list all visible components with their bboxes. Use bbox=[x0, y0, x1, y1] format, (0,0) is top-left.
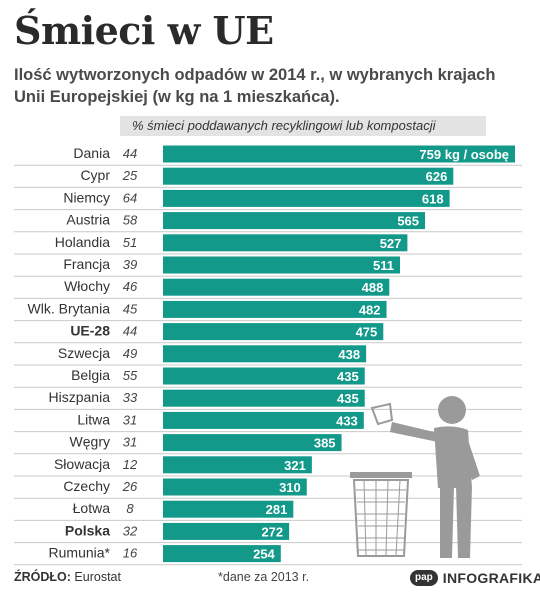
recycling-percent-label: 44 bbox=[123, 146, 137, 161]
bar-value-label: 385 bbox=[314, 436, 336, 451]
bar bbox=[163, 522, 290, 540]
bar-value-label: 433 bbox=[336, 413, 358, 428]
recycling-percent-label: 45 bbox=[123, 301, 138, 316]
trash-bin-icon bbox=[350, 472, 412, 557]
category-label: Rumunia* bbox=[49, 545, 111, 561]
category-label: Włochy bbox=[64, 278, 110, 294]
bar bbox=[163, 234, 408, 252]
bar-value-label: 626 bbox=[426, 169, 448, 184]
person-throwing-trash-icon bbox=[350, 396, 480, 558]
category-label: Szwecja bbox=[58, 345, 110, 361]
bar-value-label: 565 bbox=[397, 214, 419, 229]
bar bbox=[163, 389, 365, 407]
bar-value-label: 759 kg / osobę bbox=[419, 147, 509, 162]
bar bbox=[163, 500, 294, 518]
category-label: Dania bbox=[73, 145, 110, 161]
recycling-percent-label: 64 bbox=[123, 190, 137, 205]
recycling-percent-label: 58 bbox=[123, 213, 138, 228]
recycling-percent-label: 32 bbox=[123, 523, 138, 538]
bar-value-label: 321 bbox=[284, 458, 306, 473]
footnote: *dane za 2013 r. bbox=[218, 570, 310, 584]
bar-value-label: 310 bbox=[279, 480, 301, 495]
bar-value-label: 438 bbox=[338, 347, 360, 362]
category-label: Łotwa bbox=[73, 500, 111, 516]
bar bbox=[163, 145, 515, 163]
recycling-percent-label: 55 bbox=[123, 368, 138, 383]
source-value: Eurostat bbox=[74, 570, 121, 584]
category-label: Czechy bbox=[63, 478, 110, 494]
category-label: Niemcy bbox=[63, 189, 110, 205]
bar bbox=[163, 256, 400, 274]
recycling-percent-label: 31 bbox=[123, 412, 137, 427]
recycling-percent-label: 33 bbox=[123, 390, 138, 405]
recycling-percent-label: 16 bbox=[123, 546, 138, 561]
bar bbox=[163, 478, 307, 496]
category-label: Hiszpania bbox=[49, 389, 111, 405]
pap-logo: pap bbox=[410, 570, 438, 586]
category-label: Holandia bbox=[55, 234, 110, 250]
bar-value-label: 475 bbox=[356, 325, 378, 340]
bar bbox=[163, 434, 342, 452]
bar bbox=[163, 545, 281, 563]
category-label: Litwa bbox=[77, 411, 110, 427]
bar bbox=[163, 278, 390, 296]
bar-value-label: 511 bbox=[373, 258, 394, 273]
category-label: Polska bbox=[65, 522, 110, 538]
bar-value-label: 482 bbox=[359, 302, 381, 317]
bar-value-label: 618 bbox=[422, 191, 444, 206]
category-label: Węgry bbox=[70, 434, 110, 450]
recycling-percent-label: 25 bbox=[122, 168, 138, 183]
brand-label: INFOGRAFIKA bbox=[442, 570, 540, 586]
bar-value-label: 435 bbox=[337, 391, 359, 406]
bar-value-label: 254 bbox=[253, 547, 275, 562]
bar-value-label: 272 bbox=[261, 524, 283, 539]
recycling-percent-label: 46 bbox=[123, 279, 138, 294]
category-label: UE-28 bbox=[70, 323, 110, 339]
bar-value-label: 488 bbox=[362, 280, 384, 295]
brand: pap INFOGRAFIKA bbox=[410, 568, 540, 588]
recycling-percent-label: 39 bbox=[123, 257, 137, 272]
category-label: Austria bbox=[66, 212, 110, 228]
category-label: Belgia bbox=[71, 367, 110, 383]
recycling-percent-label: 12 bbox=[123, 457, 138, 472]
recycling-percent-label: 51 bbox=[123, 235, 137, 250]
bar bbox=[163, 367, 365, 385]
bar bbox=[163, 323, 384, 341]
bar bbox=[163, 345, 367, 363]
bar-value-label: 435 bbox=[337, 369, 359, 384]
source-label: ŹRÓDŁO: bbox=[14, 570, 71, 584]
bar-value-label: 527 bbox=[380, 236, 402, 251]
source-note: ŹRÓDŁO: Eurostat bbox=[14, 570, 121, 584]
category-label: Francja bbox=[63, 256, 110, 272]
category-label: Wlk. Brytania bbox=[28, 300, 111, 316]
bar bbox=[163, 167, 454, 185]
recycling-percent-label: 31 bbox=[123, 435, 137, 450]
recycling-percent-label: 49 bbox=[123, 346, 137, 361]
bar bbox=[163, 212, 426, 230]
bar bbox=[163, 189, 450, 207]
category-label: Słowacja bbox=[54, 456, 110, 472]
column-header: % śmieci poddawanych recyklingowi lub ko… bbox=[120, 116, 486, 136]
category-label: Cypr bbox=[80, 167, 110, 183]
page-title: Śmieci w UE bbox=[14, 8, 274, 53]
recycling-percent-label: 8 bbox=[126, 501, 134, 516]
bar bbox=[163, 300, 387, 318]
chart-subtitle: Ilość wytworzonych odpadów w 2014 r., w … bbox=[14, 66, 496, 106]
recycling-percent-label: 26 bbox=[122, 479, 138, 494]
bar bbox=[163, 456, 312, 474]
recycling-percent-label: 44 bbox=[123, 324, 137, 339]
bar bbox=[163, 411, 364, 429]
bar-value-label: 281 bbox=[266, 502, 288, 517]
